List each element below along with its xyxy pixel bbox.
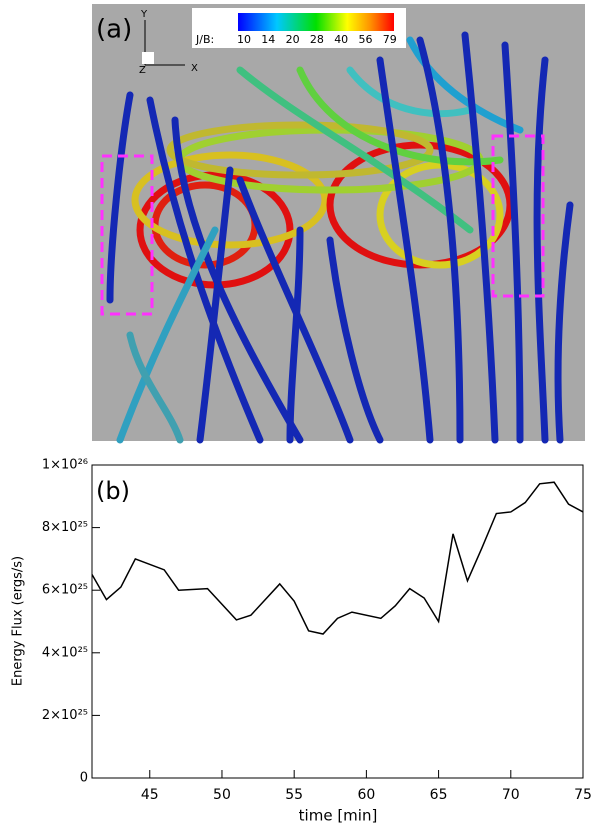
x-axis-label: time [min] <box>299 807 378 825</box>
highlight-box <box>491 134 545 298</box>
colorbar-tick-label: 40 <box>334 33 348 46</box>
axis-triad <box>142 52 154 64</box>
panel-label: (a) <box>96 15 132 45</box>
x-tick-label: 60 <box>357 787 375 803</box>
x-tick-label: 75 <box>574 787 592 803</box>
colorbar-tick-label: 56 <box>359 33 373 46</box>
colorbar-tick-label: 10 <box>237 33 251 46</box>
y-tick-label: 4×10²⁵ <box>42 645 88 660</box>
highlight-box <box>100 154 154 316</box>
y-tick-label: 2×10²⁵ <box>42 708 88 723</box>
colorbar-tick-label: 20 <box>286 33 300 46</box>
x-tick-label: 55 <box>285 787 303 803</box>
colorbar-tick-label: 79 <box>383 33 397 46</box>
x-tick-label: 50 <box>213 787 231 803</box>
panel-a: J/B: (a) Y Z X <box>92 4 585 444</box>
axis-label: Y <box>140 9 148 20</box>
x-tick-label: 70 <box>502 787 520 803</box>
axis-label: X <box>191 63 198 74</box>
colorbar-tick-label: 28 <box>310 33 324 46</box>
y-tick-label: 0 <box>80 771 88 786</box>
render-background <box>92 4 585 441</box>
colorbar-tick-label: 14 <box>261 33 275 46</box>
field-lines <box>106 31 574 444</box>
axis-label: Z <box>139 65 146 76</box>
y-tick-label: 6×10²⁵ <box>42 583 88 598</box>
x-tick-label: 45 <box>141 787 159 803</box>
plot-frame <box>91 464 584 779</box>
panel-b: (b) time [min] Energy Flux (ergs/s) 0 2×1… <box>11 458 592 825</box>
y-axis-label: Energy Flux (ergs/s) <box>11 556 26 686</box>
x-tick-label: 65 <box>430 787 448 803</box>
colorbar <box>238 13 394 31</box>
data-line <box>91 481 584 635</box>
colorbar-title: J/B: <box>195 33 214 46</box>
y-tick-label: 1×10²⁶ <box>42 458 88 473</box>
panel-label: (b) <box>96 477 130 505</box>
y-tick-label: 8×10²⁵ <box>42 520 88 535</box>
